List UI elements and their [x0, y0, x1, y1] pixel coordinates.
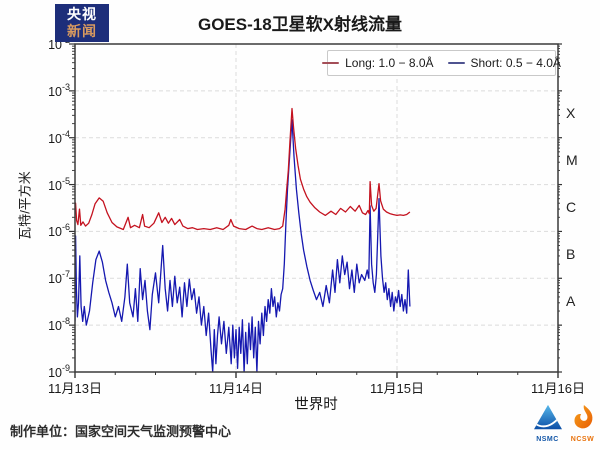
y-axis-label: 瓦特/平方米 [17, 171, 33, 240]
ncsw-logo-text: NCSW [570, 436, 595, 443]
x-tick-label: 11月13日 [48, 381, 102, 396]
ncsw-logo: NCSW [566, 404, 599, 443]
plot-border [74, 43, 559, 373]
y-tick-label: 10-9 [48, 363, 70, 381]
chart-title: GOES-18卫星软X射线流量 [197, 15, 403, 34]
short-series-line [75, 119, 411, 372]
legend-long-label: Long: 1.0 − 8.0Å [345, 56, 434, 70]
ncsw-flame-icon [573, 405, 592, 429]
nsmc-logo: NSMC [531, 404, 564, 443]
long-series-line [75, 107, 411, 231]
x-axis-label: 世界时 [294, 397, 338, 413]
x-tick-label: 11月16日 [531, 381, 585, 396]
flare-class-label-b: B [566, 245, 576, 262]
legend-item-long: Long: 1.0 − 8.0Å [322, 56, 434, 70]
badge-line2: 新闻 [67, 23, 97, 39]
nsmc-triangle-icon [533, 404, 562, 430]
cctv-news-badge: 央视 新闻 [55, 4, 109, 42]
short-line-marker-icon [447, 61, 465, 65]
flare-class-label-c: C [566, 199, 577, 215]
legend-short-label: Short: 0.5 − 4.0Å [470, 56, 561, 70]
legend-item-short: Short: 0.5 − 4.0Å [447, 56, 561, 70]
legend: Long: 1.0 − 8.0Å Short: 0.5 − 4.0Å [322, 50, 561, 76]
y-tick-label: 10-4 [48, 128, 70, 146]
flare-class-label-x: X [566, 105, 576, 122]
flare-class-label-m: M [566, 152, 578, 169]
nsmc-logo-text: NSMC [536, 436, 559, 443]
badge-line1: 央视 [67, 6, 97, 22]
y-tick-label: 10-6 [48, 222, 70, 240]
flare-class-label-a: A [566, 292, 576, 309]
y-tick-label: 10-3 [48, 81, 70, 99]
x-tick-label: 11月15日 [370, 381, 424, 396]
footer-credit: 制作单位：国家空间天气监测预警中心 [10, 424, 232, 439]
y-tick-label: 10-5 [48, 175, 70, 193]
y-tick-label: 10-7 [48, 269, 70, 287]
long-line-marker-icon [322, 61, 340, 65]
y-tick-label: 10-8 [48, 316, 70, 334]
x-tick-label: 11月14日 [209, 381, 263, 396]
